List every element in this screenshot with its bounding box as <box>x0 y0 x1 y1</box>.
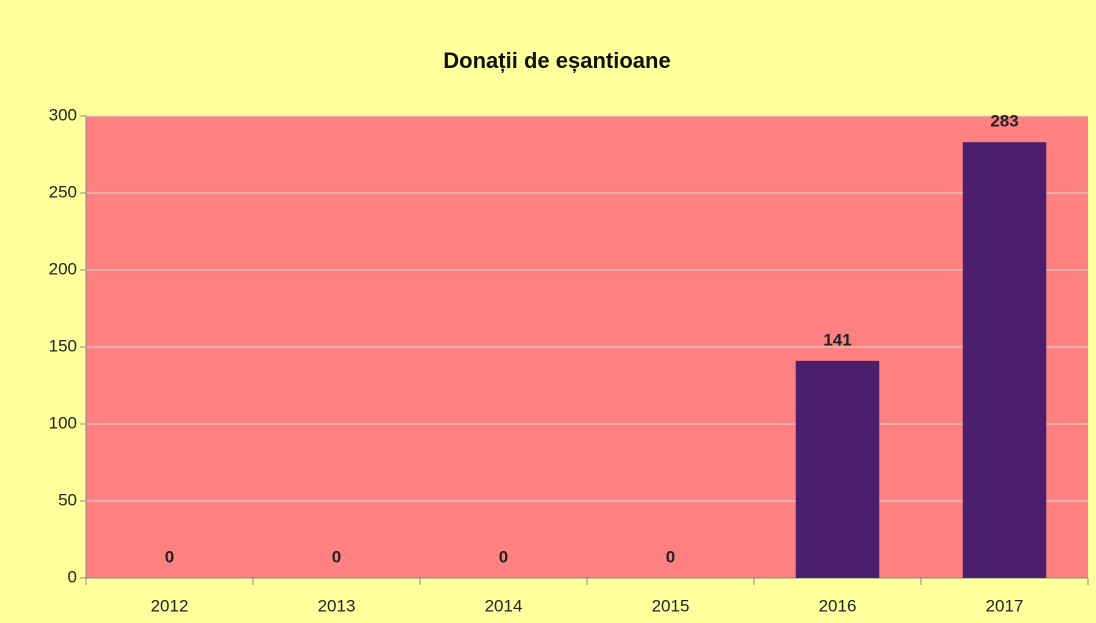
y-tick-label: 150 <box>49 336 77 355</box>
y-tick-label: 100 <box>49 413 77 432</box>
chart-title: Donații de eșantioane <box>443 48 670 73</box>
value-label: 0 <box>666 547 675 566</box>
x-tick-label: 2014 <box>485 596 523 615</box>
y-tick-label: 200 <box>49 259 77 278</box>
value-label: 0 <box>332 547 341 566</box>
x-tick-label: 2016 <box>819 596 857 615</box>
x-tick-label: 2013 <box>318 596 356 615</box>
y-tick-label: 50 <box>58 490 77 509</box>
y-tick-label: 250 <box>49 182 77 201</box>
value-label: 0 <box>165 547 174 566</box>
value-label: 141 <box>823 330 851 349</box>
x-tick-label: 2017 <box>986 596 1024 615</box>
x-tick-label: 2015 <box>652 596 690 615</box>
value-label: 283 <box>990 112 1018 131</box>
value-label: 0 <box>499 547 508 566</box>
y-tick-label: 0 <box>68 567 77 586</box>
x-tick-label: 2012 <box>151 596 189 615</box>
y-tick-label: 300 <box>49 105 77 124</box>
bar <box>962 142 1047 578</box>
bar <box>795 360 880 578</box>
